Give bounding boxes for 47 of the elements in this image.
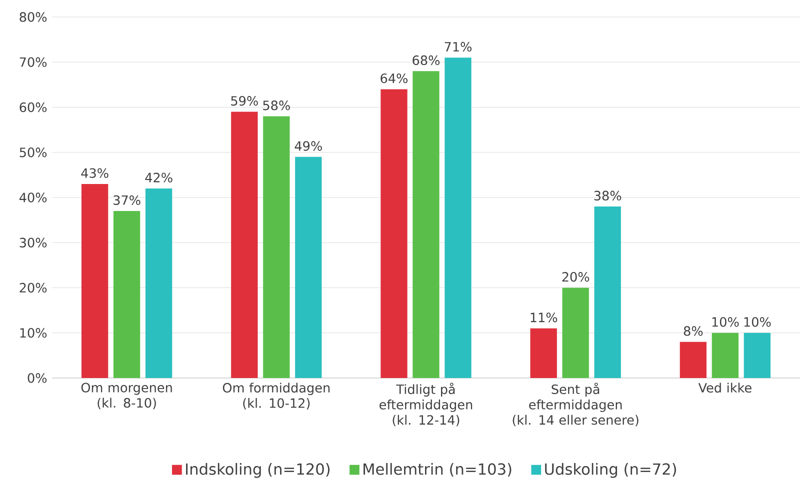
bar — [680, 342, 707, 378]
x-tick-label: Ved ikke — [698, 382, 752, 393]
data-label: 71% — [444, 42, 472, 52]
bar — [412, 71, 440, 378]
data-label: 49% — [294, 141, 322, 151]
data-label: 10% — [712, 317, 739, 327]
y-tick-label: 20% — [20, 282, 47, 293]
y-tick-label: 70% — [20, 57, 47, 67]
data-label: 59% — [231, 96, 258, 106]
y-tick-label: 0% — [28, 373, 47, 383]
bar — [712, 332, 739, 378]
y-tick-label: 50% — [20, 148, 47, 158]
legend-label: Udskoling (n=72) — [545, 463, 676, 478]
bar — [744, 332, 771, 378]
bar — [81, 184, 108, 378]
data-label: 68% — [412, 55, 440, 66]
data-label: 38% — [594, 190, 622, 200]
data-label: 20% — [562, 272, 590, 282]
legend-label: Mellemtrin (n=103) — [364, 463, 512, 477]
bar — [594, 206, 621, 378]
legend-label: Indskoling (n=120) — [186, 463, 330, 478]
bar — [562, 288, 589, 378]
bar — [530, 328, 557, 378]
bar — [113, 211, 140, 378]
bar — [295, 156, 322, 378]
x-tick-label: Om formiddagen (kl. 10-12) — [222, 382, 330, 410]
y-tick-label: 60% — [20, 102, 47, 112]
bar — [231, 112, 258, 378]
y-tick-label: 30% — [20, 238, 47, 248]
data-label: 10% — [744, 317, 771, 327]
bar — [444, 58, 472, 378]
data-label: 42% — [145, 172, 172, 182]
data-label: 11% — [530, 312, 558, 322]
bar — [145, 188, 172, 378]
x-tick-label: Tidligt på eftermiddagen (kl. 12-14) — [380, 382, 472, 426]
bar — [263, 116, 290, 378]
y-tick-label: 80% — [20, 12, 47, 22]
data-label: 8% — [684, 326, 703, 336]
y-tick-label: 40% — [19, 192, 47, 202]
y-tick-label: 10% — [20, 328, 47, 338]
data-label: 43% — [81, 168, 108, 178]
x-tick-label: Sent på eftermiddagen (kl. 14 eller senere) — [512, 382, 638, 426]
bar — [380, 89, 408, 378]
data-label: 37% — [114, 195, 140, 205]
x-tick-label: Om morgenen (kl. 8-10) — [81, 382, 172, 410]
data-label: 58% — [263, 100, 290, 110]
data-label: 64% — [380, 73, 408, 84]
